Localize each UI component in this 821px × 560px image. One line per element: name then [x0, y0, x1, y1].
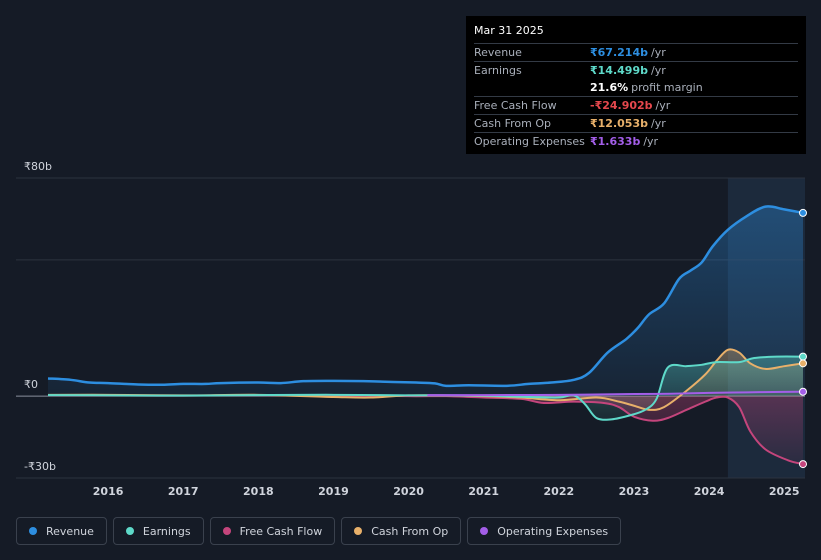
tooltip-rows: Revenue ₹67.214b/yr Earnings ₹14.499b/yr 21.… — [474, 43, 798, 150]
x-tick-label: 2025 — [769, 485, 800, 498]
tooltip-row-value: 21.6% — [590, 81, 629, 94]
legend-item-revenue[interactable]: Revenue — [16, 517, 107, 545]
x-tick-label: 2022 — [544, 485, 575, 498]
legend-label: Cash From Op — [371, 524, 449, 538]
legend-dot-icon — [29, 527, 37, 535]
end-dot-revenue — [799, 208, 807, 217]
line-earnings — [47, 355, 804, 421]
tooltip-row-value: ₹12.053b — [590, 117, 648, 130]
x-tick-label: 2021 — [468, 485, 499, 498]
x-tick-label: 2023 — [619, 485, 650, 498]
legend-item-operating-expenses[interactable]: Operating Expenses — [467, 517, 622, 545]
tooltip-row: Operating Expenses ₹1.633b/yr — [474, 132, 798, 150]
x-tick-label: 2018 — [243, 485, 274, 498]
tooltip-row: Free Cash Flow -₹24.902b/yr — [474, 96, 798, 114]
x-tick-label: 2019 — [318, 485, 349, 498]
tooltip-row-unit: /yr — [650, 64, 666, 77]
area-cash-from-op — [48, 349, 803, 410]
x-tick-label: 2017 — [168, 485, 199, 498]
end-dot-operating-expenses — [799, 387, 807, 396]
line-cash-from-op — [47, 348, 804, 411]
legend-label: Revenue — [46, 524, 94, 538]
x-tick-label: 2016 — [93, 485, 124, 498]
tooltip-row: Revenue ₹67.214b/yr — [474, 43, 798, 61]
tooltip-row-unit: /yr — [650, 46, 666, 59]
tooltip-row-label: Earnings — [474, 64, 522, 77]
y-tick-label: -₹30b — [24, 460, 56, 473]
tooltip-row-label: Revenue — [474, 46, 522, 59]
tooltip-row-value: -₹24.902b — [590, 99, 653, 112]
end-dot-free-cash-flow — [799, 460, 807, 469]
tooltip-date: Mar 31 2025 — [474, 24, 544, 37]
tooltip-row-value: ₹1.633b — [590, 135, 641, 148]
legend-dot-icon — [125, 527, 134, 535]
tooltip-row-value: ₹67.214b — [590, 46, 648, 59]
legend-label: Operating Expenses — [497, 524, 609, 538]
tooltip-row-label: Free Cash Flow — [474, 99, 557, 112]
legend-item-earnings[interactable]: Earnings — [112, 517, 204, 545]
legend-dot-icon — [354, 527, 363, 535]
tooltip-row-unit: /yr — [655, 99, 671, 112]
legend-dot-icon — [480, 527, 489, 535]
y-tick-label: ₹80b — [24, 160, 52, 173]
legend-item-cash-from-op[interactable]: Cash From Op — [341, 517, 462, 545]
tooltip: Mar 31 2025 Revenue ₹67.214b/yr Earnings ₹1… — [466, 16, 806, 154]
axes: ₹80b ₹0 -₹30b 2016 2017 2018 2019 2020 2021 2022 2… — [24, 160, 800, 498]
area-fills — [48, 206, 803, 465]
tooltip-row: Cash From Op ₹12.053b/yr — [474, 114, 798, 132]
tooltip-row: Earnings ₹14.499b/yr — [474, 61, 798, 79]
line-revenue — [47, 205, 804, 388]
tooltip-row-unit: profit margin — [631, 81, 703, 94]
legend-label: Free Cash Flow — [239, 524, 323, 538]
end-dot-cash-from-op — [799, 359, 807, 368]
series-lines — [47, 205, 804, 466]
tooltip-row-unit: /yr — [643, 135, 659, 148]
y-tick-label: ₹0 — [24, 378, 38, 391]
tooltip-row-label: Cash From Op — [474, 117, 552, 130]
x-tick-label: 2024 — [694, 485, 725, 498]
end-dot-earnings — [799, 352, 807, 361]
legend-label: Earnings — [142, 524, 191, 538]
area-free-cash-flow — [48, 395, 803, 465]
line-operating-expenses — [427, 390, 804, 397]
legend-item-free-cash-flow[interactable]: Free Cash Flow — [209, 517, 336, 545]
legend-dot-icon — [222, 527, 231, 535]
tooltip-row-unit: /yr — [650, 117, 666, 130]
legend: Revenue Earnings Free Cash Flow Cash From O… — [16, 517, 622, 547]
tooltip-row-label: Operating Expenses — [474, 135, 585, 148]
tooltip-row: 21.6% profit margin — [474, 79, 798, 96]
series-end-dots — [799, 208, 807, 469]
x-tick-label: 2020 — [393, 485, 424, 498]
tooltip-row-value: ₹14.499b — [590, 64, 648, 77]
